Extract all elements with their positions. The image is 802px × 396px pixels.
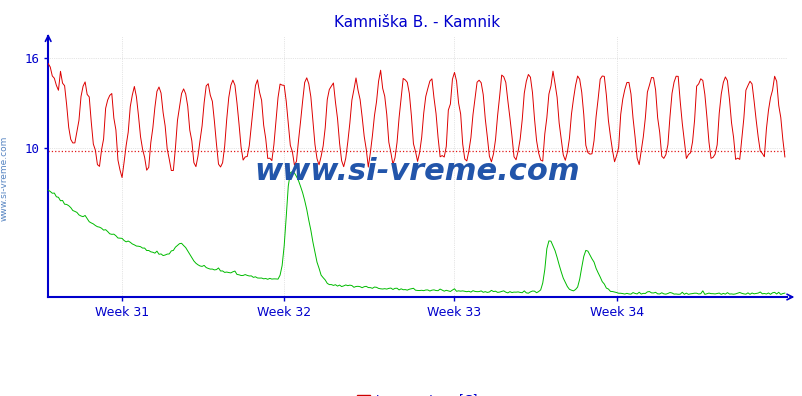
Text: www.si-vreme.com: www.si-vreme.com bbox=[0, 135, 9, 221]
Title: Kamniška B. - Kamnik: Kamniška B. - Kamnik bbox=[334, 15, 500, 30]
Text: www.si-vreme.com: www.si-vreme.com bbox=[254, 157, 580, 186]
Legend: temperatura [C], pretok [m3/s]: temperatura [C], pretok [m3/s] bbox=[357, 394, 477, 396]
